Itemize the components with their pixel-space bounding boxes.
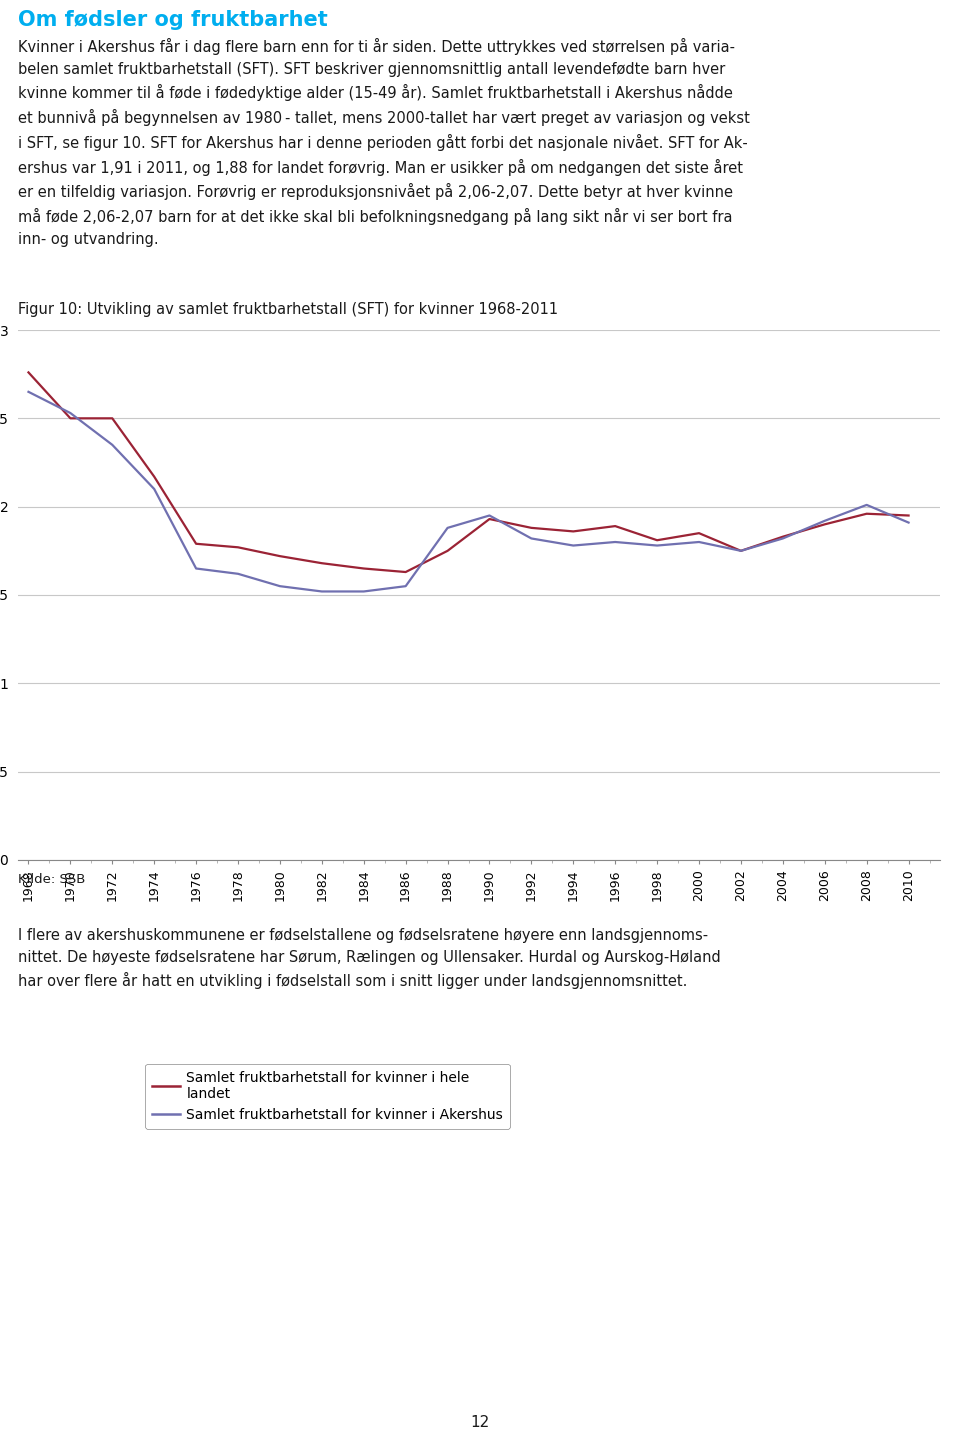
Text: 12: 12 bbox=[470, 1415, 490, 1430]
Text: Kilde: SSB: Kilde: SSB bbox=[18, 872, 85, 885]
Text: Kvinner i Akershus får i dag flere barn enn for ti år siden. Dette uttrykkes ved: Kvinner i Akershus får i dag flere barn … bbox=[18, 37, 750, 247]
Text: Figur 10: Utvikling av samlet fruktbarhetstall (SFT) for kvinner 1968-2011: Figur 10: Utvikling av samlet fruktbarhe… bbox=[18, 301, 558, 317]
Legend: Samlet fruktbarhetstall for kvinner i hele
landet, Samlet fruktbarhetstall for k: Samlet fruktbarhetstall for kvinner i he… bbox=[145, 1064, 510, 1129]
Text: I flere av akershuskommunene er fødselstallene og fødselsratene høyere enn lands: I flere av akershuskommunene er fødselst… bbox=[18, 929, 721, 989]
Text: Om fødsler og fruktbarhet: Om fødsler og fruktbarhet bbox=[18, 10, 327, 30]
